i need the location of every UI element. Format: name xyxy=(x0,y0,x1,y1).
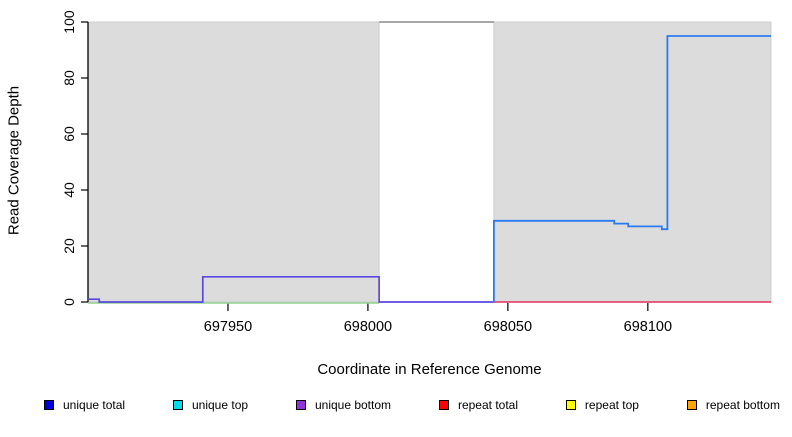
legend-swatch xyxy=(44,400,54,410)
legend-item-unique-bottom: unique bottom xyxy=(295,398,392,412)
legend-swatch xyxy=(686,400,697,410)
legend-swatch xyxy=(438,400,449,410)
legend-swatch xyxy=(565,400,576,410)
legend-label: repeat top xyxy=(584,398,639,412)
legend-swatch xyxy=(295,400,306,410)
y-tick-label: 100 xyxy=(61,10,77,34)
legend-label: repeat total xyxy=(457,398,518,412)
legend-label: repeat bottom xyxy=(705,398,780,412)
series-line-unique-total xyxy=(492,35,771,302)
x-tick-label: 698000 xyxy=(344,319,392,335)
legend-label: unique total xyxy=(63,398,126,412)
legend-item-unique-total: unique total xyxy=(44,398,125,412)
legend: unique total unique top unique bottom repea… xyxy=(44,398,780,412)
legend-item-repeat-top: repeat top xyxy=(565,398,639,412)
legend-item-repeat-total: repeat total xyxy=(438,398,518,412)
legend-swatch xyxy=(172,400,183,410)
x-tick-label: 698050 xyxy=(484,319,532,335)
y-axis-title: Read Coverage Depth xyxy=(5,85,23,236)
y-tick-label: 60 xyxy=(61,126,77,142)
legend-label: unique top xyxy=(191,398,249,412)
x-tick-label: 698100 xyxy=(624,319,672,335)
y-tick-label: 40 xyxy=(61,182,77,198)
y-tick-label: 0 xyxy=(61,298,77,306)
legend-label: unique bottom xyxy=(314,398,392,412)
legend-item-repeat-bottom: repeat bottom xyxy=(686,398,780,412)
shaded-region-left xyxy=(87,21,380,303)
x-tick-label: 697950 xyxy=(204,319,252,335)
series-line-unique-bottom xyxy=(88,275,494,303)
y-tick-label: 80 xyxy=(61,70,77,86)
shaded-region-right xyxy=(493,21,772,303)
x-axis-title: Coordinate in Reference Genome xyxy=(317,361,542,378)
legend-item-unique-top: unique top xyxy=(172,398,249,412)
y-tick-label: 20 xyxy=(61,238,77,254)
